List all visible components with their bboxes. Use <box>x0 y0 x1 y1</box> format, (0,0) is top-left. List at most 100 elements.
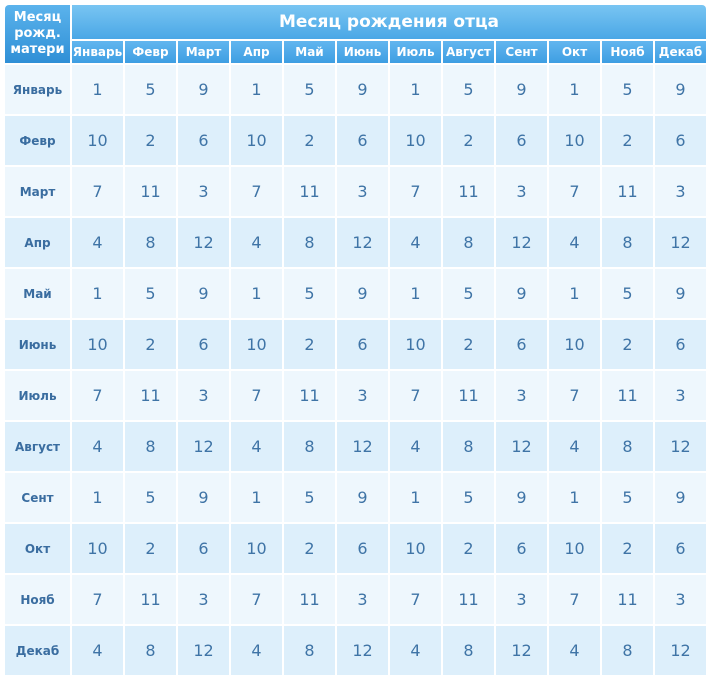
table-cell: 11 <box>602 575 653 624</box>
corner-header: Месяц рожд. матери <box>5 5 70 63</box>
month-header-row: Январь Февр Март Апр Май Июнь Июль Август Сент Ок… <box>5 40 706 63</box>
table-cell: 6 <box>496 524 547 573</box>
table-cell: 11 <box>125 371 176 420</box>
table-cell: 3 <box>496 371 547 420</box>
table-cell: 9 <box>655 269 706 318</box>
column-header: Июнь <box>337 40 388 63</box>
table-cell: 5 <box>602 269 653 318</box>
table-cell: 4 <box>390 218 441 267</box>
table-cell: 11 <box>284 167 335 216</box>
table-cell: 6 <box>496 116 547 165</box>
table-cell: 10 <box>390 320 441 369</box>
table-row: Январь 1 5 9 1 5 9 1 5 9 1 5 9 <box>5 65 706 114</box>
table-cell: 2 <box>284 116 335 165</box>
table-cell: 5 <box>443 269 494 318</box>
row-header: Август <box>5 422 70 471</box>
column-header: Март <box>178 40 229 63</box>
table-cell: 12 <box>496 218 547 267</box>
table-cell: 2 <box>125 524 176 573</box>
table-row: Август 4 8 12 4 8 12 4 8 12 4 8 12 <box>5 422 706 471</box>
table-row: Окт 10 2 6 10 2 6 10 2 6 10 2 6 <box>5 524 706 573</box>
table-cell: 4 <box>72 626 123 675</box>
table-cell: 4 <box>231 626 282 675</box>
table-cell: 1 <box>390 65 441 114</box>
table-cell: 11 <box>443 167 494 216</box>
table-row: Нояб 7 11 3 7 11 3 7 11 3 7 11 3 <box>5 575 706 624</box>
table-cell: 7 <box>549 371 600 420</box>
table-cell: 1 <box>231 269 282 318</box>
table-cell: 1 <box>549 269 600 318</box>
row-header: Сент <box>5 473 70 522</box>
table-cell: 3 <box>496 167 547 216</box>
table-cell: 7 <box>231 371 282 420</box>
table-cell: 6 <box>178 320 229 369</box>
table-cell: 6 <box>178 524 229 573</box>
table-cell: 5 <box>443 473 494 522</box>
table-row: Июль 7 11 3 7 11 3 7 11 3 7 11 3 <box>5 371 706 420</box>
table-cell: 1 <box>72 473 123 522</box>
table-row: Апр 4 8 12 4 8 12 4 8 12 4 8 12 <box>5 218 706 267</box>
table-cell: 12 <box>178 218 229 267</box>
table-cell: 1 <box>549 65 600 114</box>
table-cell: 4 <box>390 422 441 471</box>
table-cell: 8 <box>125 422 176 471</box>
table-cell: 5 <box>284 65 335 114</box>
table-cell: 4 <box>390 626 441 675</box>
table-cell: 12 <box>337 218 388 267</box>
table-cell: 8 <box>125 218 176 267</box>
row-header: Июнь <box>5 320 70 369</box>
table-cell: 6 <box>496 320 547 369</box>
table-cell: 12 <box>655 422 706 471</box>
column-header: Январь <box>72 40 123 63</box>
table-cell: 7 <box>549 575 600 624</box>
table-cell: 3 <box>655 371 706 420</box>
table-cell: 7 <box>390 371 441 420</box>
table-cell: 12 <box>655 218 706 267</box>
table-cell: 7 <box>72 575 123 624</box>
table-cell: 7 <box>231 575 282 624</box>
table-cell: 3 <box>178 371 229 420</box>
corner-line: матери <box>10 42 65 57</box>
column-header: Сент <box>496 40 547 63</box>
table-cell: 10 <box>231 116 282 165</box>
table-cell: 9 <box>337 473 388 522</box>
table-row: Март 7 11 3 7 11 3 7 11 3 7 11 3 <box>5 167 706 216</box>
row-header: Февр <box>5 116 70 165</box>
table-cell: 9 <box>178 473 229 522</box>
table-cell: 1 <box>231 65 282 114</box>
table-cell: 9 <box>655 473 706 522</box>
table-cell: 8 <box>602 626 653 675</box>
table-cell: 3 <box>178 167 229 216</box>
table-cell: 10 <box>72 524 123 573</box>
table-cell: 2 <box>125 320 176 369</box>
table-cell: 2 <box>602 320 653 369</box>
table-cell: 5 <box>284 473 335 522</box>
table-cell: 11 <box>602 167 653 216</box>
table-cell: 1 <box>231 473 282 522</box>
table-cell: 2 <box>284 524 335 573</box>
column-header: Нояб <box>602 40 653 63</box>
table-cell: 9 <box>337 65 388 114</box>
table-cell: 5 <box>125 65 176 114</box>
table-row: Декаб 4 8 12 4 8 12 4 8 12 4 8 12 <box>5 626 706 675</box>
table-cell: 10 <box>231 320 282 369</box>
table-cell: 3 <box>337 575 388 624</box>
table-cell: 8 <box>602 422 653 471</box>
table-cell: 10 <box>72 116 123 165</box>
table-cell: 7 <box>72 167 123 216</box>
table-cell: 12 <box>178 626 229 675</box>
table-cell: 2 <box>443 116 494 165</box>
row-header: Декаб <box>5 626 70 675</box>
table-cell: 4 <box>549 218 600 267</box>
table-cell: 8 <box>284 218 335 267</box>
table-cell: 3 <box>337 167 388 216</box>
table-cell: 10 <box>549 320 600 369</box>
table-cell: 2 <box>284 320 335 369</box>
table-cell: 12 <box>178 422 229 471</box>
column-header: Май <box>284 40 335 63</box>
table-cell: 2 <box>125 116 176 165</box>
table-cell: 3 <box>178 575 229 624</box>
table-cell: 8 <box>443 626 494 675</box>
table-cell: 5 <box>443 65 494 114</box>
table-row: Сент 1 5 9 1 5 9 1 5 9 1 5 9 <box>5 473 706 522</box>
